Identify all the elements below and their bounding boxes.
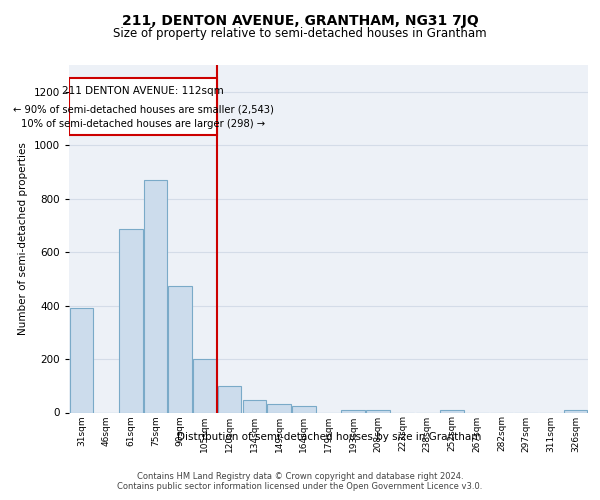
Text: 10% of semi-detached houses are larger (298) →: 10% of semi-detached houses are larger (… <box>21 120 265 130</box>
Bar <box>144 180 167 412</box>
Text: ← 90% of semi-detached houses are smaller (2,543): ← 90% of semi-detached houses are smalle… <box>13 104 274 114</box>
Bar <box>69 78 217 134</box>
Bar <box>341 410 365 412</box>
Y-axis label: Number of semi-detached properties: Number of semi-detached properties <box>18 142 28 335</box>
Bar <box>119 230 143 412</box>
Bar <box>218 386 241 412</box>
Bar <box>193 359 217 412</box>
Text: Size of property relative to semi-detached houses in Grantham: Size of property relative to semi-detach… <box>113 28 487 40</box>
Bar <box>292 406 316 412</box>
Bar <box>366 410 389 412</box>
Text: 211, DENTON AVENUE, GRANTHAM, NG31 7JQ: 211, DENTON AVENUE, GRANTHAM, NG31 7JQ <box>122 14 478 28</box>
Bar <box>169 286 192 412</box>
Text: 211 DENTON AVENUE: 112sqm: 211 DENTON AVENUE: 112sqm <box>62 86 224 96</box>
Bar <box>70 308 93 412</box>
Bar <box>564 410 587 412</box>
Bar <box>242 400 266 412</box>
Bar <box>440 410 464 412</box>
Bar <box>268 404 291 412</box>
Text: Contains HM Land Registry data © Crown copyright and database right 2024.
Contai: Contains HM Land Registry data © Crown c… <box>118 472 482 491</box>
Text: Distribution of semi-detached houses by size in Grantham: Distribution of semi-detached houses by … <box>176 432 481 442</box>
